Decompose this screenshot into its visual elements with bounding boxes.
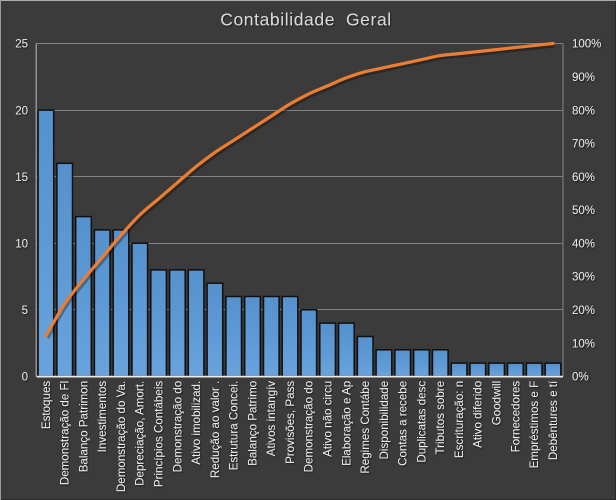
svg-text:10: 10 (15, 238, 28, 250)
svg-text:Debêntures e tí: Debêntures e tí (547, 380, 560, 460)
svg-text:25: 25 (15, 39, 28, 51)
svg-text:Contas a recebe: Contas a recebe (397, 381, 410, 466)
svg-text:Estrutura Concei.: Estrutura Concei. (228, 381, 241, 471)
svg-text:Redução ao valor .: Redução ao valor . (209, 381, 222, 478)
svg-text:Depreciação, Amort.: Depreciação, Amort. (134, 381, 147, 486)
svg-text:Elaboração e Ap: Elaboração e Ap (340, 381, 353, 466)
svg-text:60%: 60% (572, 172, 595, 184)
svg-text:Fornecedores: Fornecedores (509, 381, 522, 453)
svg-text:Demonstração do: Demonstração do (171, 381, 184, 473)
svg-text:90%: 90% (572, 72, 595, 84)
svg-text:Ativo diferido: Ativo diferido (472, 381, 485, 448)
svg-text:Estoques: Estoques (40, 381, 53, 430)
svg-text:10%: 10% (572, 338, 595, 350)
svg-text:0%: 0% (572, 372, 589, 384)
svg-text:Duplicatas desc: Duplicatas desc (415, 381, 428, 463)
svg-text:Disponibilidade: Disponibilidade (378, 381, 391, 460)
svg-text:Contabilidade Geral: Contabilidade Geral (220, 10, 392, 30)
svg-text:Demonstração do: Demonstração do (303, 381, 316, 473)
svg-text:Empréstimos e F: Empréstimos e F (528, 381, 541, 469)
svg-text:Provisões, Pass: Provisões, Pass (284, 381, 297, 464)
svg-text:15: 15 (15, 172, 28, 184)
svg-text:Ativo não circu: Ativo não circu (322, 381, 335, 457)
svg-text:50%: 50% (572, 205, 595, 217)
svg-text:Goodwill: Goodwill (491, 381, 504, 425)
svg-text:Investimentos: Investimentos (96, 381, 109, 453)
svg-text:Balanço Patrimo: Balanço Patrimo (246, 381, 259, 466)
svg-text:0: 0 (22, 372, 28, 384)
svg-text:5: 5 (22, 305, 28, 317)
svg-text:Princípios Contábeis: Princípios Contábeis (153, 381, 166, 488)
svg-text:20: 20 (15, 105, 28, 117)
svg-text:40%: 40% (572, 238, 595, 250)
svg-text:30%: 30% (572, 272, 595, 284)
svg-text:20%: 20% (572, 305, 595, 317)
svg-text:Demonstração de Fl: Demonstração de Fl (59, 381, 72, 485)
svg-text:Demonstração do Va.: Demonstração do Va. (115, 381, 128, 492)
svg-text:Regimes Contábe: Regimes Contábe (359, 381, 372, 474)
svg-text:Ativos intangív: Ativos intangív (265, 381, 278, 457)
svg-text:Escrituração: n: Escrituração: n (453, 381, 466, 458)
svg-text:Tributos sobre: Tributos sobre (434, 381, 447, 455)
svg-text:80%: 80% (572, 105, 595, 117)
svg-text:70%: 70% (572, 139, 595, 151)
svg-text:Balanço Patrimon: Balanço Patrimon (77, 381, 90, 473)
svg-text:Ativo imobilizad.: Ativo imobilizad. (190, 381, 203, 465)
svg-text:100%: 100% (572, 39, 601, 51)
